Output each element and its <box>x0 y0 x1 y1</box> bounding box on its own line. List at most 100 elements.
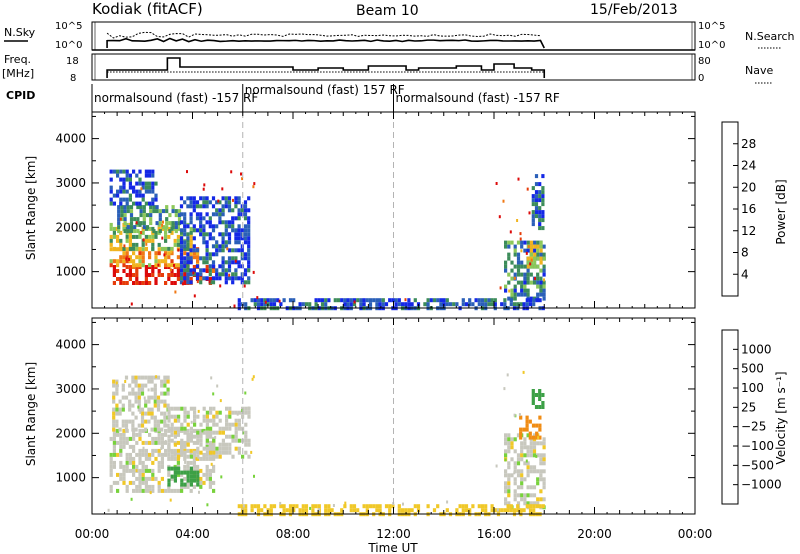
data-cell <box>144 169 148 174</box>
data-cell <box>151 273 155 277</box>
data-cell <box>173 242 177 247</box>
data-cell <box>112 265 116 269</box>
data-cell <box>523 493 527 498</box>
data-cell <box>227 264 232 269</box>
data-cell <box>144 440 148 445</box>
data-cell <box>135 181 139 186</box>
data-cell <box>247 252 251 257</box>
data-cell <box>211 196 216 201</box>
data-cell <box>388 504 392 509</box>
data-cell <box>513 296 517 301</box>
data-cell <box>234 204 238 209</box>
data-cell <box>244 302 248 307</box>
data-cell <box>135 432 139 437</box>
data-cell <box>125 273 129 277</box>
data-cell <box>161 223 164 227</box>
data-cell <box>509 504 513 509</box>
data-cell <box>166 423 170 428</box>
data-cell <box>137 405 140 409</box>
data-cell <box>208 277 212 281</box>
data-cell <box>535 435 539 440</box>
data-cell <box>140 231 143 235</box>
data-cell <box>119 242 123 247</box>
data-cell <box>221 264 225 269</box>
data-cell <box>205 476 209 481</box>
data-cell <box>179 228 184 233</box>
data-cell <box>240 248 244 253</box>
data-cell <box>506 504 510 509</box>
data-cell <box>202 216 206 221</box>
data-cell <box>139 205 143 210</box>
data-cell <box>211 264 216 269</box>
data-cell <box>301 302 305 307</box>
data-cell <box>500 302 504 307</box>
data-cell <box>464 508 469 513</box>
data-cell <box>125 488 129 493</box>
data-cell <box>132 480 136 485</box>
data-cell <box>112 419 116 424</box>
data-cell <box>504 288 508 293</box>
data-cell <box>135 273 139 277</box>
data-cell <box>247 260 251 265</box>
data-cell <box>523 276 527 281</box>
data-cell <box>224 196 228 201</box>
data-cell <box>208 236 212 241</box>
data-cell <box>195 216 200 221</box>
data-cell <box>116 189 120 194</box>
data-cell <box>252 375 255 379</box>
freq-unit: [MHz] <box>2 67 34 80</box>
data-cell <box>231 256 235 261</box>
data-cell <box>164 263 168 268</box>
data-cell <box>180 230 184 235</box>
data-cell <box>250 504 254 509</box>
data-cell <box>224 232 228 237</box>
data-cell <box>121 395 125 400</box>
data-cell <box>522 508 526 513</box>
data-cell <box>144 383 148 388</box>
data-cell <box>138 468 142 473</box>
data-cell <box>523 240 527 245</box>
data-cell <box>189 470 193 475</box>
data-cell <box>359 302 363 307</box>
data-cell <box>170 414 174 419</box>
data-cell <box>164 432 168 437</box>
data-cell <box>513 248 517 253</box>
data-cell <box>205 244 209 249</box>
data-cell <box>353 300 356 304</box>
data-cell <box>132 273 136 277</box>
data-cell <box>539 284 543 289</box>
data-cell <box>122 428 126 433</box>
data-cell <box>112 269 116 273</box>
data-cell <box>148 456 152 461</box>
data-cell <box>183 224 187 229</box>
data-cell <box>125 255 129 260</box>
data-cell <box>109 456 113 461</box>
data-cell <box>157 273 161 277</box>
data-cell <box>183 276 187 281</box>
data-cell <box>542 272 546 277</box>
data-cell <box>157 432 161 437</box>
data-cell <box>196 456 200 461</box>
data-cell <box>154 197 158 202</box>
data-cell <box>247 244 251 249</box>
data-cell <box>228 406 232 411</box>
cpid-segment-label: normalsound (fast) 157 RF <box>245 83 405 97</box>
data-cell <box>112 407 116 412</box>
data-cell <box>173 450 177 455</box>
data-cell <box>129 209 134 214</box>
data-cell <box>141 259 145 264</box>
data-cell <box>510 260 514 265</box>
data-cell <box>141 251 145 256</box>
cpid-segment-label: normalsound (fast) -157 RF <box>94 91 258 105</box>
data-cell <box>163 383 167 388</box>
data-cell <box>161 225 166 230</box>
data-cell <box>150 415 154 420</box>
data-cell <box>148 440 152 445</box>
data-cell <box>186 438 190 443</box>
data-cell <box>196 482 200 487</box>
data-cell <box>215 212 219 217</box>
data-cell <box>163 411 167 416</box>
data-cell <box>237 504 241 509</box>
data-cell <box>205 430 209 435</box>
